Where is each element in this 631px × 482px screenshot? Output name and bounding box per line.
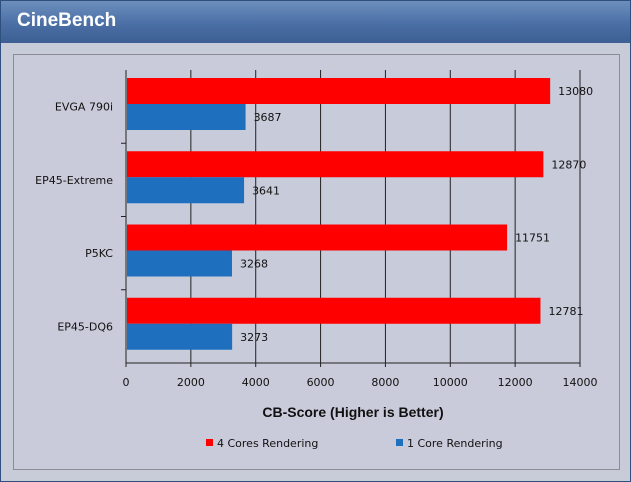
data-label: 11751: [515, 232, 550, 245]
x-axis-label: CB-Score (Higher is Better): [262, 404, 443, 420]
bar: [127, 177, 245, 204]
x-tick-label: 4000: [242, 376, 270, 389]
data-label: 13080: [558, 85, 593, 98]
x-tick-label: 8000: [371, 376, 399, 389]
data-label: 3687: [254, 111, 282, 124]
category-label: P5KC: [85, 247, 113, 260]
bar: [127, 151, 544, 178]
data-label: 12781: [548, 305, 583, 318]
x-tick-label: 0: [123, 376, 130, 389]
data-label: 3641: [252, 184, 280, 197]
data-label: 3273: [240, 331, 268, 344]
category-label: EP45-Extreme: [35, 174, 113, 187]
x-tick-label: 2000: [177, 376, 205, 389]
bar: [127, 78, 551, 104]
header-bar: CineBench: [1, 1, 630, 43]
x-tick-label: 6000: [307, 376, 335, 389]
bar: [127, 104, 246, 130]
data-label: 12870: [551, 158, 586, 171]
x-tick-label: 10000: [433, 376, 468, 389]
bar: [127, 323, 233, 350]
legend-swatch: [206, 439, 213, 446]
bar: [127, 297, 541, 324]
x-tick-label: 12000: [498, 376, 533, 389]
category-label: EP45-DQ6: [57, 320, 113, 333]
legend-label: 1 Core Rendering: [407, 437, 503, 450]
chart-title: CineBench: [17, 10, 117, 31]
bar: [127, 224, 508, 251]
x-tick-label: 14000: [563, 376, 598, 389]
legend-swatch: [396, 439, 403, 446]
category-label: EVGA 790i: [55, 101, 113, 114]
data-label: 3268: [240, 258, 268, 271]
legend-label: 4 Cores Rendering: [217, 437, 318, 450]
bar: [127, 250, 232, 277]
